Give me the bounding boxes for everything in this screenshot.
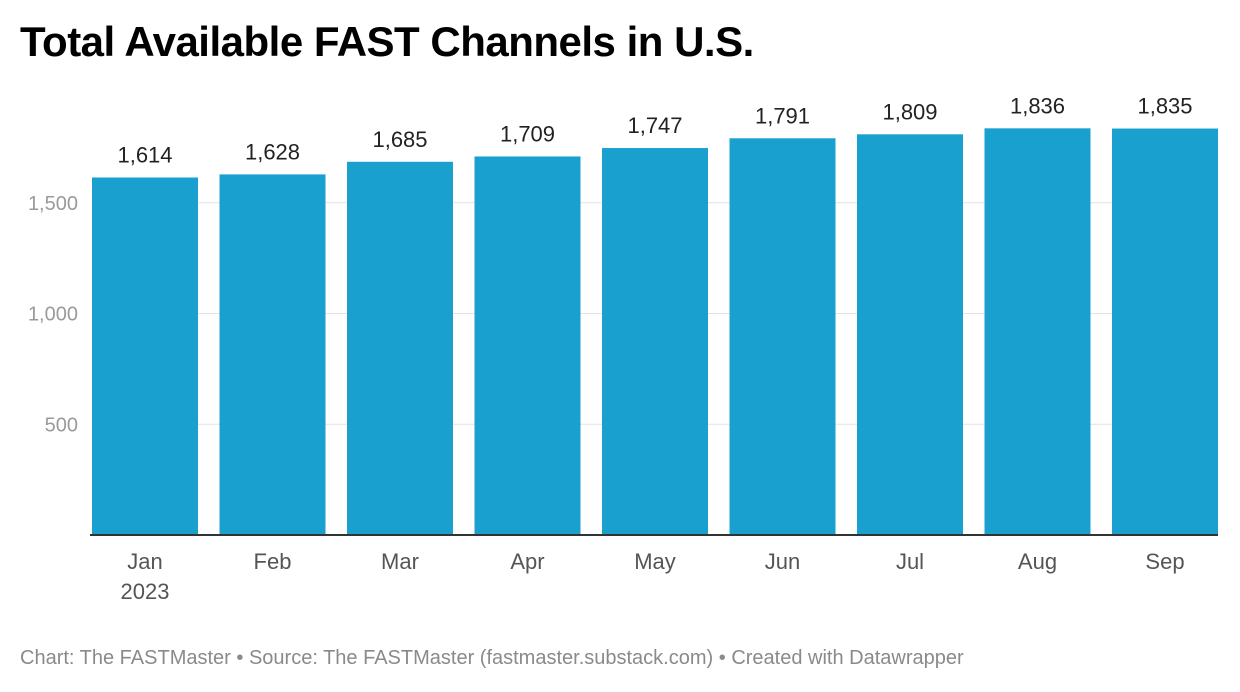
bar-value-label: 1,791 — [755, 103, 810, 128]
y-tick-label: 1,500 — [28, 193, 78, 215]
bar-mar — [347, 161, 453, 535]
y-tick-label: 500 — [45, 414, 78, 436]
x-tick-label: Jan — [127, 549, 162, 574]
tool-credit: Created with Datawrapper — [731, 647, 964, 669]
x-tick-label: Apr — [510, 549, 544, 574]
x-tick-label: May — [634, 549, 676, 574]
bar-feb — [219, 174, 326, 535]
bar-value-label: 1,685 — [372, 127, 427, 152]
bar-aug — [984, 128, 1091, 536]
x-tick-label: Jun — [765, 549, 800, 574]
bar-value-label: 1,809 — [882, 99, 937, 124]
chart-footer: Chart: The FASTMaster • Source: The FAST… — [20, 647, 964, 670]
chart-title: Total Available FAST Channels in U.S. — [20, 18, 754, 65]
bar-jun — [729, 138, 836, 535]
bar-value-label: 1,836 — [1010, 93, 1065, 118]
x-tick-label: Sep — [1145, 549, 1184, 574]
bar-may — [602, 148, 708, 536]
bar-value-label: 1,709 — [500, 121, 555, 146]
x-tick-label: Mar — [381, 549, 419, 574]
bar-value-label: 1,614 — [117, 142, 172, 167]
bar-jul — [857, 134, 963, 535]
footer-separator: • — [236, 647, 244, 669]
x-tick-label: Jul — [896, 549, 924, 574]
x-tick-label: Aug — [1018, 549, 1057, 574]
y-tick-label: 1,000 — [28, 304, 78, 326]
bar-jan — [92, 177, 198, 535]
bar-value-label: 1,747 — [627, 113, 682, 138]
bar-sep — [1112, 128, 1218, 536]
x-tick-label: Feb — [254, 549, 292, 574]
footer-separator: • — [718, 647, 726, 669]
bar-apr — [474, 156, 581, 536]
source-credit: Source: The FASTMaster (fastmaster.subst… — [248, 647, 714, 669]
bar-value-label: 1,835 — [1137, 94, 1192, 119]
x-tick-sublabel: 2023 — [121, 579, 170, 604]
bar-value-label: 1,628 — [245, 139, 300, 164]
chart-credit: Chart: The FASTMaster — [20, 647, 231, 669]
